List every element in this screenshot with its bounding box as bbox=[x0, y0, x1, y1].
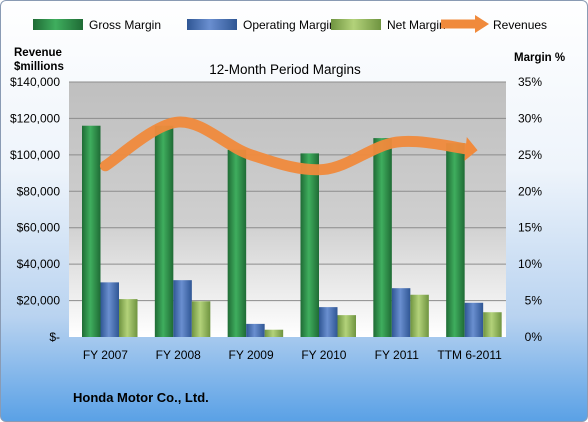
bar-net-margin bbox=[410, 294, 429, 337]
y-right-tick-label: 35% bbox=[518, 75, 542, 89]
y-right-tick-label: 5% bbox=[525, 294, 543, 308]
legend: Gross Margin Operating Margin Net Margin… bbox=[33, 15, 547, 33]
y-left-tick-label: $20,000 bbox=[17, 294, 61, 308]
legend-item-net-margin: Net Margin bbox=[331, 18, 446, 32]
y-left-tick-label: $140,000 bbox=[10, 75, 60, 89]
y-right-ticks: 0% 5% 10% 15% 20% 25% 30% 35% bbox=[518, 75, 542, 344]
y-right-tick-label: 15% bbox=[518, 221, 542, 235]
legend-swatch-operating bbox=[187, 19, 237, 30]
x-tick-label: FY 2011 bbox=[375, 348, 420, 362]
y-left-tick-label: $100,000 bbox=[10, 148, 60, 162]
y-left-tick-label: $60,000 bbox=[17, 221, 61, 235]
y-left-tick-label: $120,000 bbox=[10, 111, 60, 125]
x-tick-label: TTM 6-2011 bbox=[437, 348, 502, 362]
legend-item-operating-margin: Operating Margin bbox=[187, 18, 336, 32]
chart-title: 12-Month Period Margins bbox=[209, 62, 361, 77]
bar-gross-margin bbox=[154, 125, 174, 337]
bar-gross-margin bbox=[373, 138, 392, 337]
x-tick-label: FY 2010 bbox=[301, 348, 346, 362]
y-right-tick-label: 10% bbox=[518, 257, 542, 271]
bar-operating-margin bbox=[246, 323, 265, 337]
bar-operating-margin bbox=[319, 307, 338, 337]
bar-net-margin bbox=[337, 315, 356, 337]
y-left-tick-label: $- bbox=[49, 330, 60, 344]
legend-label-gross: Gross Margin bbox=[89, 18, 161, 32]
gridlines bbox=[69, 81, 506, 302]
x-tick-label: FY 2009 bbox=[229, 348, 274, 362]
y-left-title-line1: Revenue bbox=[14, 47, 62, 59]
company-name: Honda Motor Co., Ltd. bbox=[73, 390, 209, 405]
x-tick-label: FY 2008 bbox=[156, 348, 201, 362]
bar-operating-margin bbox=[464, 302, 484, 337]
bar-net-margin bbox=[119, 299, 138, 337]
bar-operating-margin bbox=[391, 288, 411, 337]
plot-area bbox=[69, 82, 506, 337]
bar-operating-margin bbox=[100, 282, 119, 337]
y-left-title-line2: $millions bbox=[14, 61, 64, 73]
legend-swatch-gross bbox=[33, 19, 83, 30]
legend-label-operating: Operating Margin bbox=[243, 18, 336, 32]
bar-gross-margin bbox=[300, 153, 319, 337]
x-ticks: FY 2007 FY 2008 FY 2009 FY 2010 FY 2011 TTM 6… bbox=[83, 348, 502, 362]
bar-gross-margin bbox=[82, 125, 101, 337]
y-right-tick-label: 20% bbox=[518, 184, 542, 198]
y-right-tick-label: 30% bbox=[518, 111, 542, 125]
legend-item-gross-margin: Gross Margin bbox=[33, 18, 161, 32]
bars bbox=[82, 125, 502, 337]
legend-label-net: Net Margin bbox=[387, 18, 446, 32]
bar-operating-margin bbox=[173, 280, 192, 337]
legend-swatch-net bbox=[331, 19, 381, 30]
y-right-tick-label: 25% bbox=[518, 148, 542, 162]
x-tick-label: FY 2007 bbox=[83, 348, 128, 362]
legend-label-revenues: Revenues bbox=[493, 18, 547, 32]
revenue-line-path bbox=[99, 116, 476, 176]
bar-gross-margin bbox=[446, 143, 465, 337]
legend-swatch-revenues-arrow bbox=[475, 15, 489, 33]
bar-net-margin bbox=[483, 312, 502, 337]
y-right-title: Margin % bbox=[514, 52, 565, 64]
y-right-tick-label: 0% bbox=[525, 330, 543, 344]
bar-gross-margin bbox=[227, 149, 247, 337]
y-left-tick-label: $40,000 bbox=[17, 257, 61, 271]
bar-net-margin bbox=[264, 329, 284, 337]
revenue-line-arrowhead bbox=[464, 137, 478, 161]
legend-item-revenues: Revenues bbox=[441, 15, 547, 33]
revenue-line bbox=[99, 116, 478, 176]
bar-net-margin bbox=[191, 301, 211, 337]
y-left-tick-label: $80,000 bbox=[17, 184, 61, 198]
y-left-ticks: $- $20,000 $40,000 $60,000 $80,000 $100,000 $1… bbox=[10, 75, 60, 344]
